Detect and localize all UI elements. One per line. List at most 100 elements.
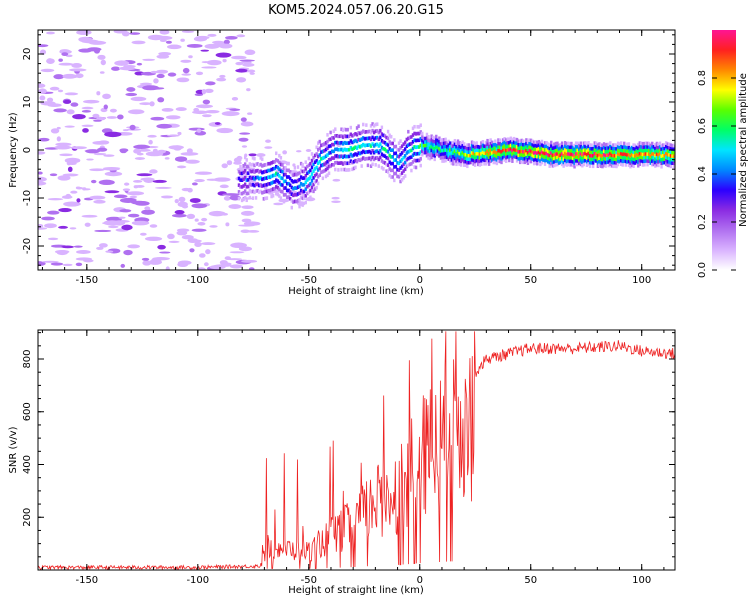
spectrogram-ridge-cell	[616, 162, 620, 167]
spectrogram-noise-cell	[195, 71, 204, 76]
spectrogram-noise-cell	[38, 227, 48, 230]
spectrogram-ridge-cell	[307, 190, 311, 194]
spectrogram-ridge-cell	[452, 140, 455, 145]
spectrogram-ridge-cell	[271, 167, 275, 171]
spectrogram-ridge-cell	[470, 144, 474, 148]
spectrogram-ridge-cell	[539, 148, 542, 153]
spectrogram-ridge-cell	[368, 136, 371, 140]
spectrogram-ridge-cell	[396, 174, 399, 179]
spectrogram-noise-cell	[103, 154, 115, 157]
spectrogram-ridge-cell	[610, 163, 614, 168]
spectrogram-ridge-cell	[340, 134, 343, 138]
spectrogram-noise-cell	[180, 59, 192, 63]
spectrogram-ridge-cell	[651, 141, 654, 146]
spectrogram-ridge-cell	[337, 161, 340, 165]
spectrogram-ridge-cell	[329, 150, 332, 155]
spectrogram-noise-cell	[157, 244, 166, 250]
spectrogram-ridge-cell	[570, 141, 573, 146]
spectrogram-ridge-cell	[323, 162, 326, 167]
spectrogram-noise-cell	[89, 195, 106, 200]
spectrogram-ridge-cell	[400, 157, 404, 162]
spectrogram-ridge-cell	[273, 180, 276, 184]
spectrogram-ridge-cell	[455, 148, 458, 152]
spectrogram-ridge-cell	[250, 176, 253, 181]
spectrogram-ridge-cell	[508, 151, 511, 156]
spectrogram-noise-cell	[59, 49, 70, 53]
spectrogram-ridge-cell	[466, 146, 469, 151]
spectrogram-ridge-cell	[665, 162, 668, 166]
spectrogram-ridge-cell	[452, 144, 455, 148]
spectrogram-ridge-cell	[289, 169, 292, 174]
spectrogram-ridge-cell	[567, 141, 570, 146]
spectrogram-ridge-cell	[242, 170, 245, 175]
spectrogram-ridge-cell	[492, 157, 495, 161]
spectrogram-ridge-cell	[329, 144, 332, 148]
spectrogram-ridge-cell	[540, 157, 544, 161]
spectrogram-ridge-cell	[366, 143, 370, 147]
spectrogram-ridge-cell	[239, 171, 242, 176]
spectrogram-noise-cell	[221, 212, 229, 216]
spectrogram-ridge-cell	[660, 157, 663, 162]
spectrogram-ridge-cell	[338, 161, 342, 165]
spectrogram-ridge-cell	[450, 161, 454, 166]
spectrogram-ridge-cell	[393, 158, 396, 162]
spectrogram-ridge-cell	[358, 145, 362, 149]
spectrogram-ridge-cell	[427, 142, 430, 146]
spectrogram-ridge-cell	[671, 154, 674, 158]
spectrogram-ridge-cell	[537, 154, 541, 158]
spectrogram-ridge-cell	[267, 168, 270, 173]
spectrogram-ridge-cell	[243, 195, 247, 200]
spectrogram-ridge-cell	[403, 154, 407, 158]
spectrogram-noise-cell	[81, 124, 94, 127]
spectrogram-ridge-cell	[640, 155, 643, 160]
spectrogram-noise-cell	[167, 233, 175, 240]
spectrogram-ridge-cell	[352, 132, 356, 137]
spectrogram-ridge-cell	[512, 143, 516, 148]
spectrogram-ridge-cell	[652, 148, 655, 153]
spectrogram-ridge-cell	[450, 154, 454, 159]
spectrogram-ridge-cell	[641, 152, 645, 157]
spectrogram-ridge-cell	[548, 153, 551, 158]
spectrogram-ridge-cell	[601, 154, 604, 158]
spectrogram-ridge-cell	[358, 138, 362, 142]
spectrogram-ridge-cell	[382, 160, 385, 165]
spectrogram-ridge-cell	[655, 152, 659, 156]
spectrogram-ridge-cell	[455, 151, 458, 156]
x-tick-label: 100	[632, 275, 651, 286]
spectrogram-ridge-cell	[253, 170, 256, 174]
spectrogram-ridge-cell	[529, 149, 533, 153]
spectrogram-ridge-cell	[598, 142, 601, 146]
spectrogram-noise-cell	[156, 54, 170, 59]
spectrogram-ridge-cell	[424, 147, 427, 151]
spectrogram-ridge-cell	[301, 176, 304, 181]
spectrogram-ridge-cell	[427, 152, 430, 157]
spectrogram-ridge-cell	[590, 161, 593, 165]
spectrogram-ridge-cell	[543, 151, 547, 156]
spectrogram-ridge-cell	[508, 148, 511, 152]
spectrogram-ridge-cell	[341, 135, 345, 139]
spectrogram-ridge-cell	[313, 187, 317, 191]
spectrogram-ridge-cell	[450, 158, 454, 162]
spectrogram-ridge-cell	[298, 184, 301, 189]
spectrogram-ridge-cell	[343, 161, 346, 165]
spectrogram-ridge-cell	[477, 162, 480, 167]
spectrogram-noise-cell	[242, 63, 255, 67]
spectrogram-ridge-cell	[257, 170, 261, 174]
spectrogram-ridge-cell	[638, 141, 641, 145]
spectrogram-ridge-cell	[463, 156, 466, 160]
spectrogram-noise-cell	[194, 179, 205, 183]
snr-frame	[37, 329, 676, 571]
spectrogram-ridge-cell	[310, 152, 314, 156]
spectrogram-noise-cell	[182, 67, 190, 74]
spectrogram-noise-cell	[166, 134, 180, 137]
spectrogram-ridge-cell	[472, 148, 475, 152]
spectrogram-ridge-cell	[313, 173, 317, 178]
spectrogram-ridge-cell	[630, 156, 634, 160]
spectrogram-ridge-cell	[632, 146, 635, 151]
spectrogram-ridge-cell	[307, 176, 311, 181]
spectrogram-ridge-cell	[554, 152, 558, 156]
spectrogram-ridge-cell	[326, 146, 329, 151]
spectrogram-ridge-cell	[413, 124, 416, 129]
spectrogram-ridge-cell	[574, 159, 578, 163]
spectrogram-noise-cell	[93, 119, 102, 122]
